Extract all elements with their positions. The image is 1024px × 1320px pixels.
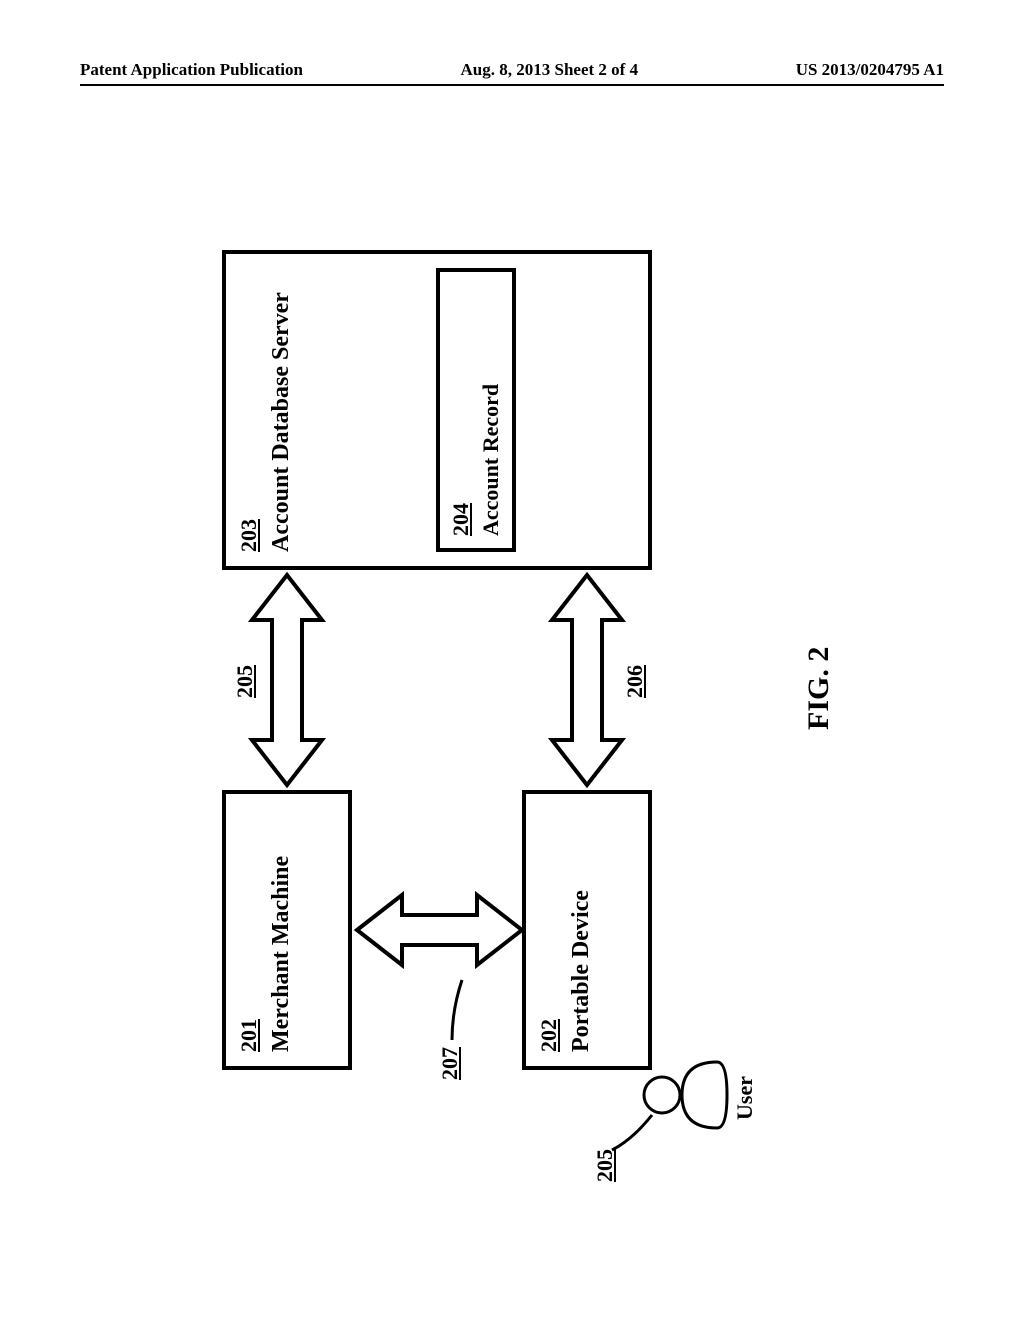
rotated-stage: 201 Merchant Machine 202 Portable Device… <box>162 210 862 1110</box>
user-icon <box>644 1062 727 1128</box>
arrow-mid <box>357 895 522 965</box>
arrow-top <box>252 575 322 785</box>
figure-label: FIG. 2 <box>802 647 836 730</box>
page: Patent Application Publication Aug. 8, 2… <box>0 0 1024 1320</box>
arrow-bottom <box>552 575 622 785</box>
arrows-svg <box>162 210 862 1110</box>
user-ref: 205 <box>592 1149 618 1182</box>
diagram-area: 201 Merchant Machine 202 Portable Device… <box>0 0 1024 1320</box>
arrow-mid-ref: 207 <box>437 1047 463 1080</box>
leader-207 <box>452 980 462 1040</box>
arrow-bottom-ref: 206 <box>622 663 648 700</box>
leader-user <box>612 1115 652 1150</box>
arrow-top-ref: 205 <box>232 663 258 700</box>
user-label: User <box>732 1076 758 1120</box>
